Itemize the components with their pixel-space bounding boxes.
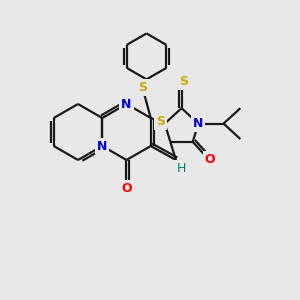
Text: S: S	[179, 75, 188, 88]
Text: O: O	[121, 182, 132, 194]
Text: H: H	[176, 161, 186, 175]
Text: N: N	[193, 117, 203, 130]
Text: S: S	[156, 115, 165, 128]
Text: O: O	[204, 153, 215, 166]
Text: S: S	[138, 81, 147, 94]
Text: N: N	[121, 98, 132, 110]
Text: N: N	[97, 140, 107, 152]
